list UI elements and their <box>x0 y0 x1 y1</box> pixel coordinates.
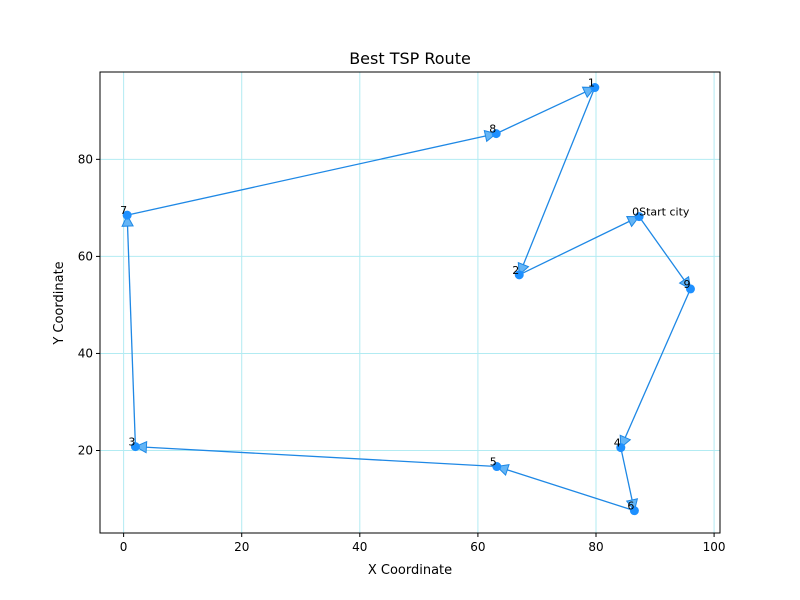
route-segment <box>135 445 497 468</box>
city-label: 5 <box>490 456 497 469</box>
route-segment <box>496 465 635 512</box>
x-tick-label: 60 <box>470 540 485 554</box>
x-tick-label: 80 <box>588 540 603 554</box>
city-point <box>634 212 644 222</box>
city-point <box>491 129 501 139</box>
y-tick-label: 40 <box>78 346 93 360</box>
city-points <box>122 83 695 516</box>
route-segment <box>495 86 596 135</box>
city-point <box>514 270 524 280</box>
route-segment <box>126 215 137 447</box>
route-segment <box>620 288 692 448</box>
city-labels: 0 Start city 1 2 3 4 5 6 7 8 9 <box>120 77 690 513</box>
x-axis-label: X Coordinate <box>368 563 452 578</box>
plot-frame <box>99 71 721 534</box>
route-arrowhead <box>134 440 148 454</box>
route-segment <box>127 132 497 216</box>
chart-title: Best TSP Route <box>349 49 471 68</box>
city-label: 9 <box>683 278 690 291</box>
route-segment <box>518 87 596 276</box>
route-lines <box>126 86 692 512</box>
start-city-note: Start city <box>639 206 690 219</box>
x-tick-label: 100 <box>703 540 726 554</box>
route-arrowhead <box>121 214 134 227</box>
city-point <box>130 442 140 452</box>
city-label: 7 <box>120 204 127 217</box>
city-label: 8 <box>489 123 496 136</box>
city-point <box>629 506 639 516</box>
x-tick-label: 20 <box>234 540 249 554</box>
city-label: 6 <box>627 500 634 513</box>
city-label: 0 <box>632 206 639 219</box>
city-label: 4 <box>614 437 621 450</box>
x-tick-label: 0 <box>120 540 128 554</box>
y-tick-label: 60 <box>78 249 93 263</box>
city-point <box>616 443 626 453</box>
city-label: 2 <box>512 264 519 277</box>
city-label: 1 <box>588 77 595 90</box>
city-point <box>122 210 132 220</box>
y-tick-label: 20 <box>78 444 93 458</box>
city-label: 3 <box>128 436 135 449</box>
city-point <box>685 284 695 294</box>
city-point <box>590 83 600 93</box>
city-point <box>492 462 502 472</box>
route-segment <box>518 216 640 276</box>
route-segment <box>638 216 692 290</box>
y-tick-label: 80 <box>78 152 93 166</box>
x-tick-label: 40 <box>352 540 367 554</box>
y-axis-label: Y Coordinate <box>52 261 67 345</box>
